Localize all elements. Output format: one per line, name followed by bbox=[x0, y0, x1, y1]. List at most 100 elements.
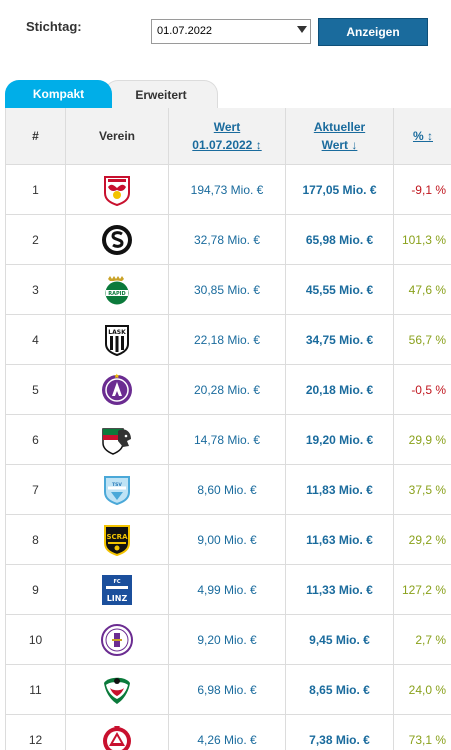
tab-erweitert[interactable]: Erweitert bbox=[104, 80, 218, 110]
austria-lustenau-crest-icon[interactable] bbox=[100, 723, 134, 750]
wert-cell: 4,99 Mio. € bbox=[169, 565, 286, 614]
percent-change-cell: 29,9 % bbox=[408, 432, 446, 447]
club-crest-cell[interactable]: FC LINZ bbox=[66, 565, 169, 614]
austria-klagenfurt-crest-icon[interactable] bbox=[100, 623, 134, 657]
austria-wien-crest-icon[interactable] bbox=[100, 373, 134, 407]
wert-cell: 8,60 Mio. € bbox=[169, 465, 286, 514]
aktueller-wert-cell: 19,20 Mio. € bbox=[286, 415, 394, 464]
header-wert-line1[interactable]: Wert bbox=[213, 120, 241, 134]
aktueller-wert-cell: 9,45 Mio. € bbox=[286, 615, 394, 664]
club-crest-cell[interactable] bbox=[66, 415, 169, 464]
table-header: # Verein Wert 01.07.2022 ↕ Aktueller Wer… bbox=[6, 108, 451, 165]
aktueller-wert-cell: 11,83 Mio. € bbox=[286, 465, 394, 514]
rank-cell: 3 bbox=[6, 265, 66, 314]
tab-bar: Erweitert Kompakt bbox=[0, 78, 451, 110]
header-aktueller-wert[interactable]: Aktueller Wert ↓ bbox=[286, 108, 394, 164]
wert-cell: 9,00 Mio. € bbox=[169, 515, 286, 564]
wert-cell: 14,78 Mio. € bbox=[169, 415, 286, 464]
anzeigen-button[interactable]: Anzeigen bbox=[318, 18, 428, 46]
club-value-table: # Verein Wert 01.07.2022 ↕ Aktueller Wer… bbox=[5, 108, 451, 750]
date-select[interactable]: 01.07.2022 bbox=[151, 19, 311, 44]
header-akt-line2[interactable]: Wert ↓ bbox=[321, 138, 358, 152]
percent-change-cell: 2,7 % bbox=[415, 632, 446, 647]
header-rank: # bbox=[6, 108, 66, 164]
aktueller-wert-cell: 65,98 Mio. € bbox=[286, 215, 394, 264]
percent-change-cell: -9,1 % bbox=[411, 182, 446, 197]
aktueller-wert-cell: 7,38 Mio. € bbox=[286, 715, 394, 750]
header-akt-line1[interactable]: Aktueller bbox=[313, 120, 366, 134]
wert-cell: 9,20 Mio. € bbox=[169, 615, 286, 664]
rank-cell: 9 bbox=[6, 565, 66, 614]
table-row: 12 4,26 Mio. €7,38 Mio. € 73,1 % bbox=[6, 715, 451, 750]
percent-change-cell: 73,1 % bbox=[408, 732, 446, 747]
lask-crest-icon[interactable]: LASK bbox=[100, 323, 134, 357]
rank-cell: 12 bbox=[6, 715, 66, 750]
table-body: 1 194,73 Mio. €177,05 Mio. € -9,1 % 2 32,78 … bbox=[6, 165, 451, 750]
club-crest-cell[interactable] bbox=[66, 665, 169, 714]
tab-kompakt[interactable]: Kompakt bbox=[5, 80, 112, 110]
rank-cell: 7 bbox=[6, 465, 66, 514]
rank-cell: 5 bbox=[6, 365, 66, 414]
rank-cell: 8 bbox=[6, 515, 66, 564]
aktueller-wert-cell: 34,75 Mio. € bbox=[286, 315, 394, 364]
percent-change-cell: 56,7 % bbox=[408, 332, 446, 347]
svg-text:RAPID: RAPID bbox=[108, 291, 125, 297]
aktueller-wert-cell: 177,05 Mio. € bbox=[286, 165, 394, 214]
wert-cell: 22,18 Mio. € bbox=[169, 315, 286, 364]
wert-cell: 32,78 Mio. € bbox=[169, 215, 286, 264]
club-crest-cell[interactable] bbox=[66, 365, 169, 414]
aktueller-wert-cell: 11,33 Mio. € bbox=[286, 565, 394, 614]
club-crest-cell[interactable] bbox=[66, 215, 169, 264]
club-crest-cell[interactable] bbox=[66, 615, 169, 664]
salzburg-crest-icon[interactable] bbox=[100, 173, 134, 207]
blau-weiss-linz-crest-icon[interactable]: FC LINZ bbox=[100, 573, 134, 607]
aktueller-wert-cell: 20,18 Mio. € bbox=[286, 365, 394, 414]
club-crest-cell[interactable]: RAPID bbox=[66, 265, 169, 314]
wert-cell: 30,85 Mio. € bbox=[169, 265, 286, 314]
header-wert[interactable]: Wert 01.07.2022 ↕ bbox=[169, 108, 286, 164]
controls-bar: Stichtag: 01.07.2022 Anzeigen bbox=[0, 0, 451, 80]
wert-cell: 20,28 Mio. € bbox=[169, 365, 286, 414]
rank-cell: 4 bbox=[6, 315, 66, 364]
sturm-graz-crest-icon[interactable] bbox=[100, 223, 134, 257]
percent-change-cell: 101,3 % bbox=[401, 232, 446, 247]
header-club: Verein bbox=[66, 108, 169, 164]
wsg-tirol-crest-icon[interactable] bbox=[100, 673, 134, 707]
rank-cell: 1 bbox=[6, 165, 66, 214]
percent-change-cell: 127,2 % bbox=[401, 582, 446, 597]
club-crest-cell[interactable]: SCRA bbox=[66, 515, 169, 564]
club-crest-cell[interactable]: LASK bbox=[66, 315, 169, 364]
aktueller-wert-cell: 45,55 Mio. € bbox=[286, 265, 394, 314]
table-row: 11 6,98 Mio. €8,65 Mio. € 24,0 % bbox=[6, 665, 451, 715]
header-percent[interactable]: % ↕ bbox=[394, 108, 451, 164]
hartberg-crest-icon[interactable]: TSV bbox=[100, 473, 134, 507]
table-row: 5 20,28 Mio. €20,18 Mio. € -0,5 % bbox=[6, 365, 451, 415]
club-crest-cell[interactable] bbox=[66, 165, 169, 214]
rank-cell: 10 bbox=[6, 615, 66, 664]
wert-cell: 6,98 Mio. € bbox=[169, 665, 286, 714]
svg-text:LINZ: LINZ bbox=[107, 594, 128, 603]
percent-change-cell: -0,5 % bbox=[411, 382, 446, 397]
header-wert-line2[interactable]: 01.07.2022 ↕ bbox=[192, 138, 262, 152]
table-row: 3 RAPID 30,85 Mio. €45,55 Mio. € 47,6 % bbox=[6, 265, 451, 315]
stichtag-label: Stichtag: bbox=[26, 19, 82, 34]
date-select-value: 01.07.2022 bbox=[157, 25, 213, 37]
percent-change-cell: 29,2 % bbox=[408, 532, 446, 547]
aktueller-wert-cell: 11,63 Mio. € bbox=[286, 515, 394, 564]
dropdown-arrow-icon bbox=[297, 26, 307, 33]
table-row: 10 9,20 Mio. €9,45 Mio. € 2,7 % bbox=[6, 615, 451, 665]
table-row: 6 14,78 Mio. €19,20 Mio. € 29,9 % bbox=[6, 415, 451, 465]
club-crest-cell[interactable] bbox=[66, 715, 169, 750]
header-percent-link[interactable]: % ↕ bbox=[412, 129, 433, 143]
svg-text:LASK: LASK bbox=[108, 329, 126, 336]
percent-change-cell: 47,6 % bbox=[408, 282, 446, 297]
wolfsberg-crest-icon[interactable] bbox=[100, 423, 134, 457]
altach-crest-icon[interactable]: SCRA bbox=[100, 523, 134, 557]
rank-cell: 6 bbox=[6, 415, 66, 464]
club-crest-cell[interactable]: TSV bbox=[66, 465, 169, 514]
table-row: 9 FC LINZ 4,99 Mio. €11,33 Mio. € 127,2 % bbox=[6, 565, 451, 615]
aktueller-wert-cell: 8,65 Mio. € bbox=[286, 665, 394, 714]
rapid-wien-crest-icon[interactable]: RAPID bbox=[100, 273, 134, 307]
table-row: 7 TSV 8,60 Mio. €11,83 Mio. € 37,5 % bbox=[6, 465, 451, 515]
svg-text:TSV: TSV bbox=[112, 482, 122, 488]
